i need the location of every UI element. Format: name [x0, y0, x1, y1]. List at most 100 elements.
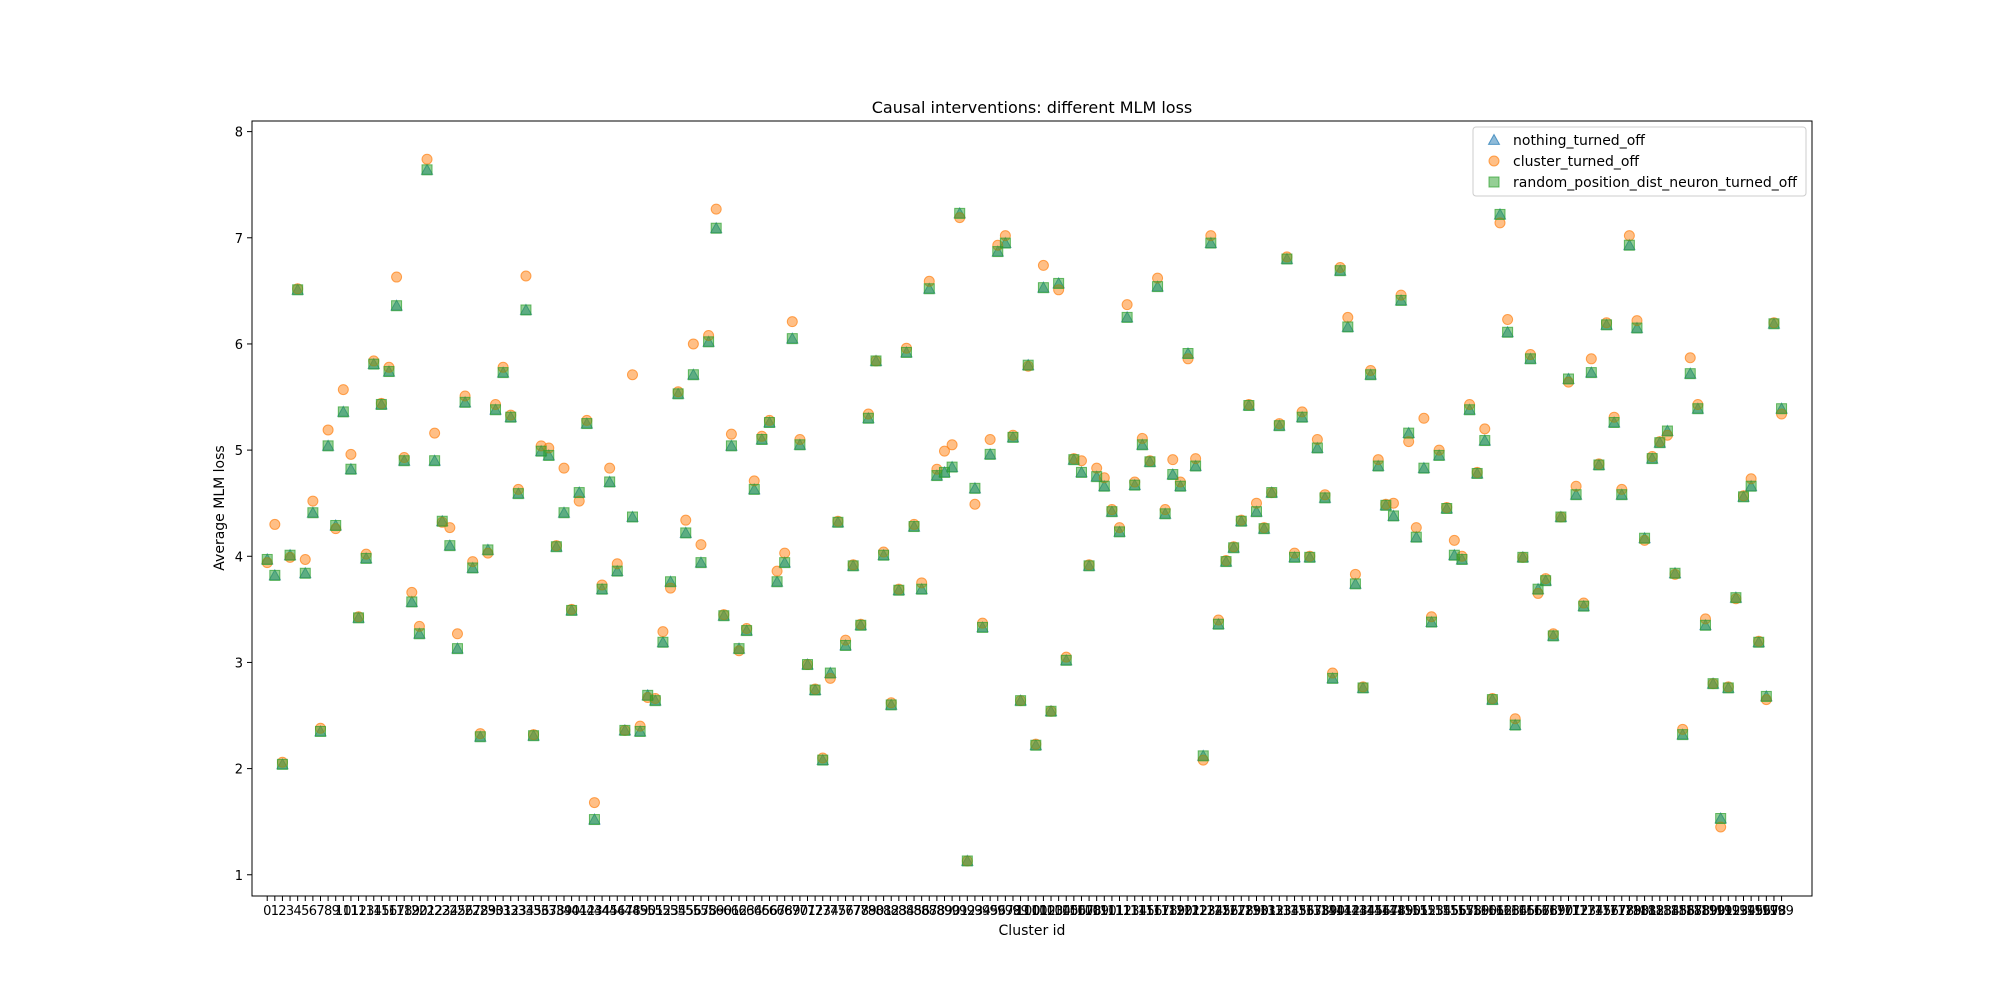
x-tick-label: 142 [1335, 904, 1360, 919]
data-point-random_position_dist_neuron_turned_off [391, 300, 403, 312]
x-tick-label: 25 [449, 904, 466, 919]
data-point-random_position_dist_neuron_turned_off [1593, 459, 1605, 471]
x-tick-label: 23 [434, 904, 451, 919]
x-tick-label: 37 [541, 904, 558, 919]
data-point-random_position_dist_neuron_turned_off [322, 440, 334, 452]
x-tick-label: 128 [1229, 904, 1254, 919]
data-point-random_position_dist_neuron_turned_off [360, 552, 372, 564]
plot-frame [251, 120, 1813, 897]
data-point-random_position_dist_neuron_turned_off [1699, 619, 1711, 631]
data-point-random_position_dist_neuron_turned_off [1235, 515, 1247, 527]
data-point-random_position_dist_neuron_turned_off [802, 659, 814, 671]
data-point-cluster_turned_off [1479, 423, 1491, 435]
data-point-cluster_turned_off [1623, 230, 1635, 242]
data-point-random_position_dist_neuron_turned_off [451, 643, 463, 655]
data-point-random_position_dist_neuron_turned_off [406, 596, 418, 608]
data-point-random_position_dist_neuron_turned_off [1570, 489, 1582, 501]
data-point-random_position_dist_neuron_turned_off [1357, 682, 1369, 694]
x-tick-label: 190 [1701, 904, 1726, 919]
data-point-random_position_dist_neuron_turned_off [1228, 542, 1240, 554]
data-point-random_position_dist_neuron_turned_off [1365, 369, 1377, 381]
x-tick-label: 8 [324, 904, 332, 919]
data-point-cluster_turned_off [1167, 454, 1179, 466]
data-point-random_position_dist_neuron_turned_off [566, 604, 578, 616]
x-tick-label: 146 [1366, 904, 1391, 919]
x-tick-label: 58 [700, 904, 717, 919]
x-tick-label: 0 [263, 904, 271, 919]
x-tick-label: 117 [1145, 904, 1170, 919]
x-tick-label: 99 [1012, 904, 1029, 919]
data-point-random_position_dist_neuron_turned_off [1372, 460, 1384, 472]
data-point-cluster_turned_off [710, 203, 722, 215]
x-tick-label: 179 [1617, 904, 1642, 919]
x-tick-label: 148 [1381, 904, 1406, 919]
x-tick-label: 46 [609, 904, 626, 919]
data-point-random_position_dist_neuron_turned_off [794, 439, 806, 451]
data-point-random_position_dist_neuron_turned_off [421, 164, 433, 176]
data-point-cluster_turned_off [1502, 314, 1514, 326]
data-point-random_position_dist_neuron_turned_off [809, 684, 821, 696]
data-point-random_position_dist_neuron_turned_off [695, 557, 707, 569]
data-point-random_position_dist_neuron_turned_off [771, 576, 783, 588]
data-point-cluster_turned_off [451, 628, 463, 640]
data-point-random_position_dist_neuron_turned_off [703, 336, 715, 348]
data-point-random_position_dist_neuron_turned_off [588, 814, 600, 826]
x-tick-label: 114 [1122, 904, 1147, 919]
data-point-random_position_dist_neuron_turned_off [307, 507, 319, 519]
x-tick-label: 118 [1153, 904, 1178, 919]
x-tick-label: 29 [480, 904, 497, 919]
x-tick-label: 135 [1282, 904, 1307, 919]
x-tick-label: 17 [388, 904, 405, 919]
x-tick-label: 119 [1160, 904, 1185, 919]
x-tick-label: 61 [723, 904, 740, 919]
x-tick-label: 194 [1731, 904, 1756, 919]
x-tick-label: 127 [1221, 904, 1246, 919]
x-tick-label: 188 [1685, 904, 1710, 919]
x-tick-label: 170 [1548, 904, 1573, 919]
x-tick-label: 64 [746, 904, 763, 919]
x-tick-label: 134 [1275, 904, 1300, 919]
x-tick-label: 105 [1054, 904, 1079, 919]
x-tick-label: 186 [1670, 904, 1695, 919]
x-tick-label: 73 [814, 904, 831, 919]
x-tick-label: 195 [1739, 904, 1764, 919]
x-tick-label: 169 [1541, 904, 1566, 919]
data-point-random_position_dist_neuron_turned_off [1654, 437, 1666, 449]
x-tick-label: 172 [1564, 904, 1589, 919]
data-point-cluster_turned_off [406, 586, 418, 598]
data-point-random_position_dist_neuron_turned_off [954, 207, 966, 219]
data-point-random_position_dist_neuron_turned_off [1585, 367, 1597, 379]
data-point-cluster_turned_off [1418, 412, 1430, 424]
x-tick-label: 191 [1708, 904, 1733, 919]
x-tick-label: 97 [997, 904, 1014, 919]
data-point-random_position_dist_neuron_turned_off [1030, 739, 1042, 751]
data-point-random_position_dist_neuron_turned_off [474, 731, 486, 743]
data-point-random_position_dist_neuron_turned_off [558, 507, 570, 519]
x-tick-label: 39 [556, 904, 573, 919]
x-tick-label: 147 [1373, 904, 1398, 919]
x-tick-label: 77 [845, 904, 862, 919]
x-tick-label: 90 [944, 904, 961, 919]
x-tick-label: 144 [1351, 904, 1376, 919]
x-tick-label: 53 [662, 904, 679, 919]
data-point-random_position_dist_neuron_turned_off [1661, 425, 1673, 437]
data-point-random_position_dist_neuron_turned_off [626, 511, 638, 523]
x-tick-label: 122 [1183, 904, 1208, 919]
data-point-random_position_dist_neuron_turned_off [619, 724, 631, 736]
data-point-random_position_dist_neuron_turned_off [1730, 592, 1742, 604]
data-point-random_position_dist_neuron_turned_off [946, 461, 958, 473]
x-tick-label: 101 [1023, 904, 1048, 919]
x-tick-label: 32 [502, 904, 519, 919]
x-axis-ticks: 0 1 2 3 4 5 6 7 8 9101112131415161718192021222324… [263, 896, 1794, 919]
data-point-cluster_turned_off [657, 626, 669, 638]
data-point-random_position_dist_neuron_turned_off [1562, 373, 1574, 385]
data-point-cluster_turned_off [421, 153, 433, 165]
data-point-random_position_dist_neuron_turned_off [611, 565, 623, 577]
data-point-random_position_dist_neuron_turned_off [672, 388, 684, 400]
data-point-random_position_dist_neuron_turned_off [1555, 511, 1567, 523]
x-tick-label: 15 [373, 904, 390, 919]
x-tick-label: 139 [1313, 904, 1338, 919]
data-point-random_position_dist_neuron_turned_off [1349, 578, 1361, 590]
x-tick-label: 129 [1236, 904, 1261, 919]
x-tick-label: 161 [1480, 904, 1505, 919]
